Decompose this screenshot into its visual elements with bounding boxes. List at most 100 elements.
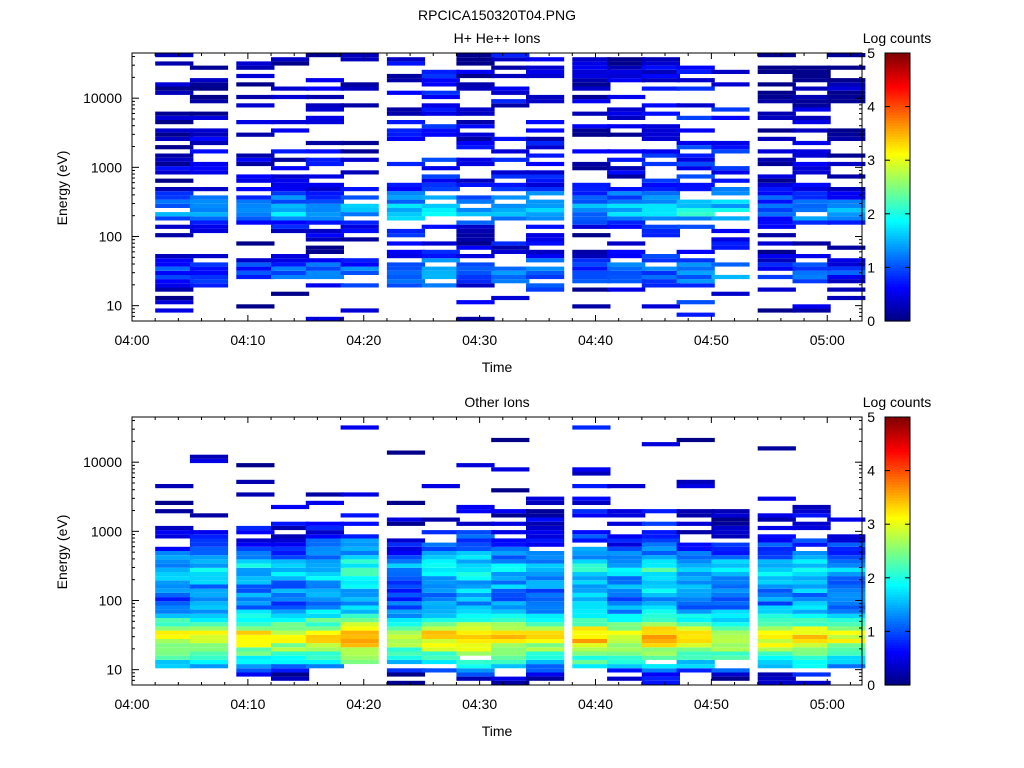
spectrogram-cell (386, 500, 426, 505)
spectrogram-cell (641, 224, 680, 229)
spectrogram-cell (456, 647, 495, 652)
spectrogram-cell (271, 597, 310, 602)
colorbar-segment (885, 192, 910, 196)
spectrogram-cell (456, 605, 495, 610)
colorbar-segment (885, 243, 910, 247)
spectrogram-cell (607, 166, 646, 171)
spectrogram-cell (676, 668, 715, 673)
spectrogram-cell (641, 207, 680, 213)
spectrogram-cell (757, 613, 796, 618)
spectrogram-cell (607, 605, 646, 610)
spectrogram-cell (757, 90, 796, 95)
spectrogram-cell (456, 283, 495, 288)
spectrogram-cell (607, 279, 646, 284)
spectrogram-cell (421, 626, 460, 631)
colorbar-segment (885, 256, 910, 260)
spectrogram-cell (155, 622, 194, 627)
spectrogram-cell (340, 212, 379, 217)
spectrogram-cell (155, 555, 194, 560)
spectrogram-cell (607, 216, 646, 221)
spectrogram-cell (607, 207, 646, 213)
spectrogram-cell (456, 672, 495, 677)
spectrogram-cell (792, 128, 831, 133)
spectrogram-cell (386, 584, 426, 589)
spectrogram-cell (757, 254, 796, 259)
colorbar-tick-label: 0 (867, 677, 875, 693)
spectrogram-cell (421, 668, 460, 673)
spectrogram-cell (827, 664, 866, 669)
spectrogram-cell (456, 111, 495, 116)
spectrogram-cell (607, 534, 646, 539)
spectrogram-cell (572, 220, 611, 225)
spectrogram-cell (386, 580, 426, 585)
spectrogram-cell (572, 149, 611, 154)
spectrogram-cell (340, 584, 379, 589)
spectrogram-cell (526, 237, 565, 242)
colorbar-segment (885, 599, 910, 603)
spectrogram-cell (421, 601, 460, 606)
spectrogram-cell (456, 555, 495, 560)
spectrogram-cell (641, 680, 680, 685)
spectrogram-cell (607, 668, 646, 673)
spectrogram-cell (386, 618, 426, 623)
spectrogram-cell (572, 258, 611, 263)
spectrogram-cell (641, 509, 680, 514)
colorbar-tick-label: 3 (867, 516, 875, 532)
spectrogram-cell (641, 73, 680, 79)
spectrogram-cell (456, 212, 495, 217)
colorbar-tick-label: 2 (867, 206, 875, 222)
spectrogram-cell (641, 626, 680, 631)
spectrogram-cell (271, 266, 310, 271)
spectrogram-cell (155, 530, 194, 535)
spectrogram-cell (757, 174, 796, 179)
spectrogram-cell (189, 199, 229, 204)
spectrogram-cell (421, 69, 460, 74)
colorbar-segment (885, 128, 910, 132)
spectrogram-cell (827, 613, 866, 618)
spectrogram-cell (607, 664, 646, 669)
spectrogram-cell (676, 651, 715, 656)
spectrogram-cell (456, 195, 495, 200)
spectrogram-cell (827, 187, 866, 192)
spectrogram-cell (827, 258, 866, 263)
spectrogram-cell (526, 521, 565, 526)
spectrogram-cell (491, 664, 530, 669)
spectrogram-cell (792, 304, 831, 309)
spectrogram-cell (456, 107, 495, 112)
spectrogram-cell (305, 538, 344, 543)
spectrogram-cell (271, 538, 310, 543)
colorbar-tick-label: 0 (867, 313, 875, 329)
spectrogram-cell (607, 597, 646, 602)
spectrogram-cell (757, 580, 796, 585)
spectrogram-cell (641, 672, 680, 677)
colorbar-segment (885, 235, 910, 239)
spectrogram-cell (792, 638, 831, 644)
spectrogram-cell (641, 86, 680, 91)
colorbar-segment (885, 272, 910, 277)
colorbar-tick-label: 5 (867, 45, 875, 61)
spectrogram-cell (572, 199, 611, 204)
spectrogram-cell (421, 597, 460, 602)
spectrogram-cell (271, 618, 310, 623)
spectrogram-cell (305, 212, 344, 217)
spectrogram-cell (189, 555, 229, 560)
colorbar-segment (885, 248, 910, 252)
spectrogram-cell (236, 187, 275, 192)
spectrogram-cell (236, 73, 275, 79)
spectrogram-cell (757, 634, 796, 639)
spectrogram-cell (792, 94, 831, 100)
spectrogram-cell (271, 546, 310, 551)
spectrogram-cell (491, 266, 530, 271)
spectrogram-cell (827, 571, 866, 577)
spectrogram-cell (757, 622, 796, 627)
spectrogram-cell (189, 270, 229, 275)
spectrogram-cell (305, 149, 344, 154)
spectrogram-cell (792, 584, 831, 589)
spectrogram-cell (676, 576, 715, 581)
colorbar-segment (885, 419, 910, 423)
spectrogram-cell (421, 174, 460, 179)
spectrogram-cell (757, 517, 796, 522)
spectrogram-cell (386, 182, 426, 187)
spectrogram-cell (792, 672, 831, 677)
spectrogram-cell (792, 140, 831, 146)
